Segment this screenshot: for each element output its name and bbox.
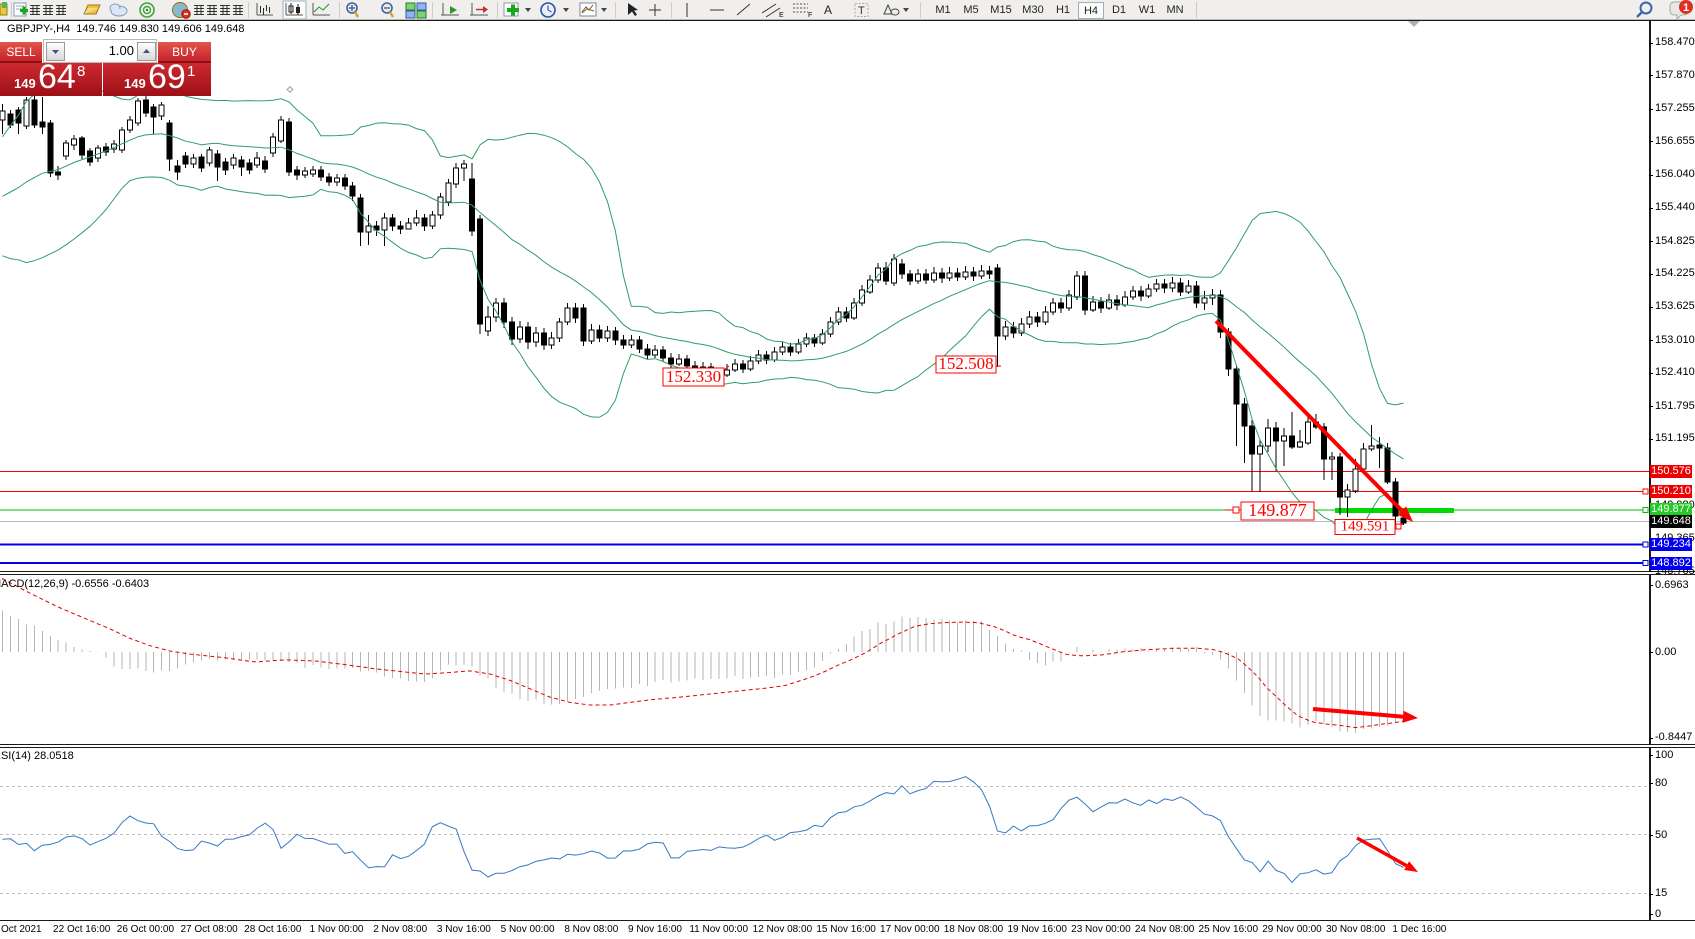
svg-text:F: F: [808, 12, 812, 19]
svg-text:E: E: [779, 12, 784, 19]
svg-text:T: T: [858, 5, 865, 17]
svg-text:A: A: [824, 3, 832, 17]
svg-text:152.508: 152.508: [938, 354, 993, 373]
svg-text:152.330: 152.330: [666, 367, 721, 386]
svg-text:1: 1: [1683, 2, 1689, 14]
svg-text:149.877: 149.877: [1248, 500, 1307, 520]
svg-text:149.591: 149.591: [1341, 519, 1390, 535]
